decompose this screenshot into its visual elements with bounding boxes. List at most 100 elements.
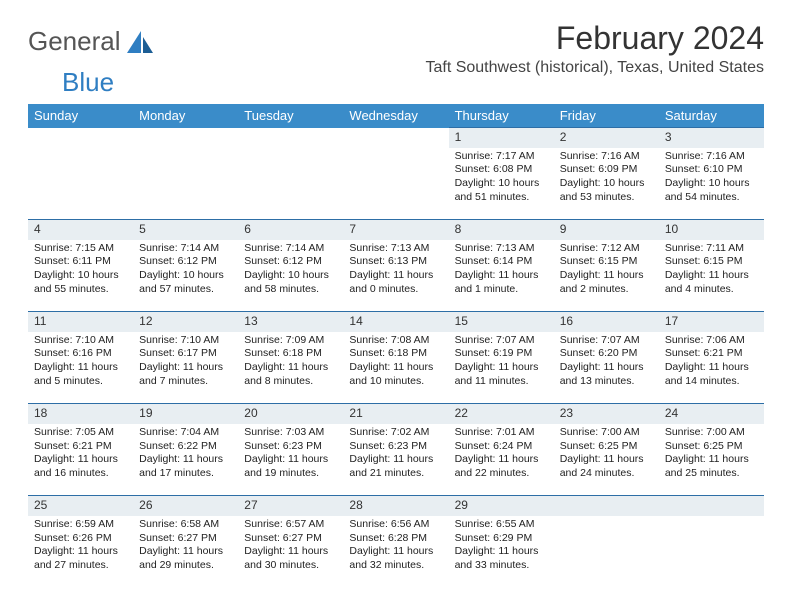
- weekday-header: Thursday: [449, 104, 554, 128]
- daylight-text: and 16 minutes.: [34, 467, 127, 481]
- day-details-cell: Sunrise: 7:11 AMSunset: 6:15 PMDaylight:…: [659, 240, 764, 312]
- day-details: Sunrise: 7:01 AMSunset: 6:24 PMDaylight:…: [449, 424, 554, 485]
- day-details: Sunrise: 7:04 AMSunset: 6:22 PMDaylight:…: [133, 424, 238, 485]
- day-number-cell: 13: [238, 312, 343, 332]
- sunrise-text: Sunrise: 6:57 AM: [244, 518, 337, 532]
- day-details: Sunrise: 7:07 AMSunset: 6:19 PMDaylight:…: [449, 332, 554, 393]
- day-details: Sunrise: 6:59 AMSunset: 6:26 PMDaylight:…: [28, 516, 133, 577]
- daylight-text: Daylight: 11 hours: [665, 269, 758, 283]
- day-details: Sunrise: 7:06 AMSunset: 6:21 PMDaylight:…: [659, 332, 764, 393]
- day-details: Sunrise: 7:00 AMSunset: 6:25 PMDaylight:…: [554, 424, 659, 485]
- day-number-cell: 27: [238, 496, 343, 516]
- day-details: Sunrise: 7:07 AMSunset: 6:20 PMDaylight:…: [554, 332, 659, 393]
- sunset-text: Sunset: 6:21 PM: [665, 347, 758, 361]
- sunset-text: Sunset: 6:27 PM: [139, 532, 232, 546]
- sunset-text: Sunset: 6:09 PM: [560, 163, 653, 177]
- day-details-cell: [554, 516, 659, 588]
- day-details: Sunrise: 7:02 AMSunset: 6:23 PMDaylight:…: [343, 424, 448, 485]
- sunrise-text: Sunrise: 7:07 AM: [455, 334, 548, 348]
- weekday-header: Friday: [554, 104, 659, 128]
- day-details: Sunrise: 7:16 AMSunset: 6:09 PMDaylight:…: [554, 148, 659, 209]
- daylight-text: and 51 minutes.: [455, 191, 548, 205]
- daylight-text: and 54 minutes.: [665, 191, 758, 205]
- daylight-text: Daylight: 10 hours: [455, 177, 548, 191]
- sunset-text: Sunset: 6:12 PM: [244, 255, 337, 269]
- day-details-row: Sunrise: 7:15 AMSunset: 6:11 PMDaylight:…: [28, 240, 764, 312]
- daylight-text: and 27 minutes.: [34, 559, 127, 573]
- daylight-text: Daylight: 11 hours: [455, 361, 548, 375]
- day-details: Sunrise: 7:17 AMSunset: 6:08 PMDaylight:…: [449, 148, 554, 209]
- sunset-text: Sunset: 6:25 PM: [665, 440, 758, 454]
- sunset-text: Sunset: 6:27 PM: [244, 532, 337, 546]
- sunrise-text: Sunrise: 7:03 AM: [244, 426, 337, 440]
- daylight-text: Daylight: 11 hours: [34, 453, 127, 467]
- daylight-text: and 14 minutes.: [665, 375, 758, 389]
- daylight-text: and 22 minutes.: [455, 467, 548, 481]
- day-details-cell: Sunrise: 7:02 AMSunset: 6:23 PMDaylight:…: [343, 424, 448, 496]
- daylight-text: and 30 minutes.: [244, 559, 337, 573]
- daylight-text: Daylight: 10 hours: [665, 177, 758, 191]
- day-details: Sunrise: 6:55 AMSunset: 6:29 PMDaylight:…: [449, 516, 554, 577]
- sunrise-text: Sunrise: 7:13 AM: [349, 242, 442, 256]
- day-number-cell: 24: [659, 404, 764, 424]
- sunrise-text: Sunrise: 7:11 AM: [665, 242, 758, 256]
- day-details-cell: Sunrise: 7:09 AMSunset: 6:18 PMDaylight:…: [238, 332, 343, 404]
- sunset-text: Sunset: 6:25 PM: [560, 440, 653, 454]
- day-number-cell: 14: [343, 312, 448, 332]
- day-details: Sunrise: 7:08 AMSunset: 6:18 PMDaylight:…: [343, 332, 448, 393]
- daylight-text: and 8 minutes.: [244, 375, 337, 389]
- day-details-cell: Sunrise: 7:10 AMSunset: 6:17 PMDaylight:…: [133, 332, 238, 404]
- sunset-text: Sunset: 6:16 PM: [34, 347, 127, 361]
- daylight-text: Daylight: 11 hours: [244, 545, 337, 559]
- sunrise-text: Sunrise: 7:14 AM: [244, 242, 337, 256]
- day-details: Sunrise: 7:11 AMSunset: 6:15 PMDaylight:…: [659, 240, 764, 301]
- daylight-text: Daylight: 11 hours: [34, 361, 127, 375]
- daylight-text: Daylight: 11 hours: [455, 545, 548, 559]
- day-number-cell: 29: [449, 496, 554, 516]
- day-details-cell: Sunrise: 7:14 AMSunset: 6:12 PMDaylight:…: [238, 240, 343, 312]
- day-details-cell: [28, 148, 133, 220]
- day-details-cell: Sunrise: 7:10 AMSunset: 6:16 PMDaylight:…: [28, 332, 133, 404]
- sunset-text: Sunset: 6:22 PM: [139, 440, 232, 454]
- sunrise-text: Sunrise: 7:05 AM: [34, 426, 127, 440]
- logo: General: [28, 26, 155, 57]
- day-number-cell: 1: [449, 128, 554, 148]
- weekday-header: Sunday: [28, 104, 133, 128]
- day-details-cell: [659, 516, 764, 588]
- day-number-cell: 23: [554, 404, 659, 424]
- daylight-text: and 5 minutes.: [34, 375, 127, 389]
- daylight-text: and 25 minutes.: [665, 467, 758, 481]
- day-details: Sunrise: 7:09 AMSunset: 6:18 PMDaylight:…: [238, 332, 343, 393]
- day-details: Sunrise: 7:05 AMSunset: 6:21 PMDaylight:…: [28, 424, 133, 485]
- day-number-cell: 21: [343, 404, 448, 424]
- day-details-cell: [343, 148, 448, 220]
- day-details-cell: Sunrise: 7:01 AMSunset: 6:24 PMDaylight:…: [449, 424, 554, 496]
- day-number-row: 18192021222324: [28, 404, 764, 424]
- day-number-cell: 28: [343, 496, 448, 516]
- sunset-text: Sunset: 6:20 PM: [560, 347, 653, 361]
- daylight-text: and 19 minutes.: [244, 467, 337, 481]
- sunset-text: Sunset: 6:23 PM: [244, 440, 337, 454]
- day-number-cell: 7: [343, 220, 448, 240]
- daylight-text: Daylight: 10 hours: [244, 269, 337, 283]
- calendar-table: Sunday Monday Tuesday Wednesday Thursday…: [28, 104, 764, 588]
- daylight-text: Daylight: 11 hours: [665, 453, 758, 467]
- day-details-row: Sunrise: 7:10 AMSunset: 6:16 PMDaylight:…: [28, 332, 764, 404]
- daylight-text: and 0 minutes.: [349, 283, 442, 297]
- sunrise-text: Sunrise: 7:16 AM: [560, 150, 653, 164]
- day-number-cell: 10: [659, 220, 764, 240]
- weekday-header-row: Sunday Monday Tuesday Wednesday Thursday…: [28, 104, 764, 128]
- daylight-text: Daylight: 11 hours: [349, 361, 442, 375]
- daylight-text: Daylight: 11 hours: [244, 453, 337, 467]
- sunrise-text: Sunrise: 7:17 AM: [455, 150, 548, 164]
- sunrise-text: Sunrise: 7:15 AM: [34, 242, 127, 256]
- sunrise-text: Sunrise: 7:07 AM: [560, 334, 653, 348]
- sunset-text: Sunset: 6:29 PM: [455, 532, 548, 546]
- day-details-cell: [238, 148, 343, 220]
- sunrise-text: Sunrise: 7:04 AM: [139, 426, 232, 440]
- day-number-cell: 26: [133, 496, 238, 516]
- sunset-text: Sunset: 6:08 PM: [455, 163, 548, 177]
- logo-word2: Blue: [62, 67, 114, 97]
- day-details: Sunrise: 6:57 AMSunset: 6:27 PMDaylight:…: [238, 516, 343, 577]
- daylight-text: Daylight: 10 hours: [139, 269, 232, 283]
